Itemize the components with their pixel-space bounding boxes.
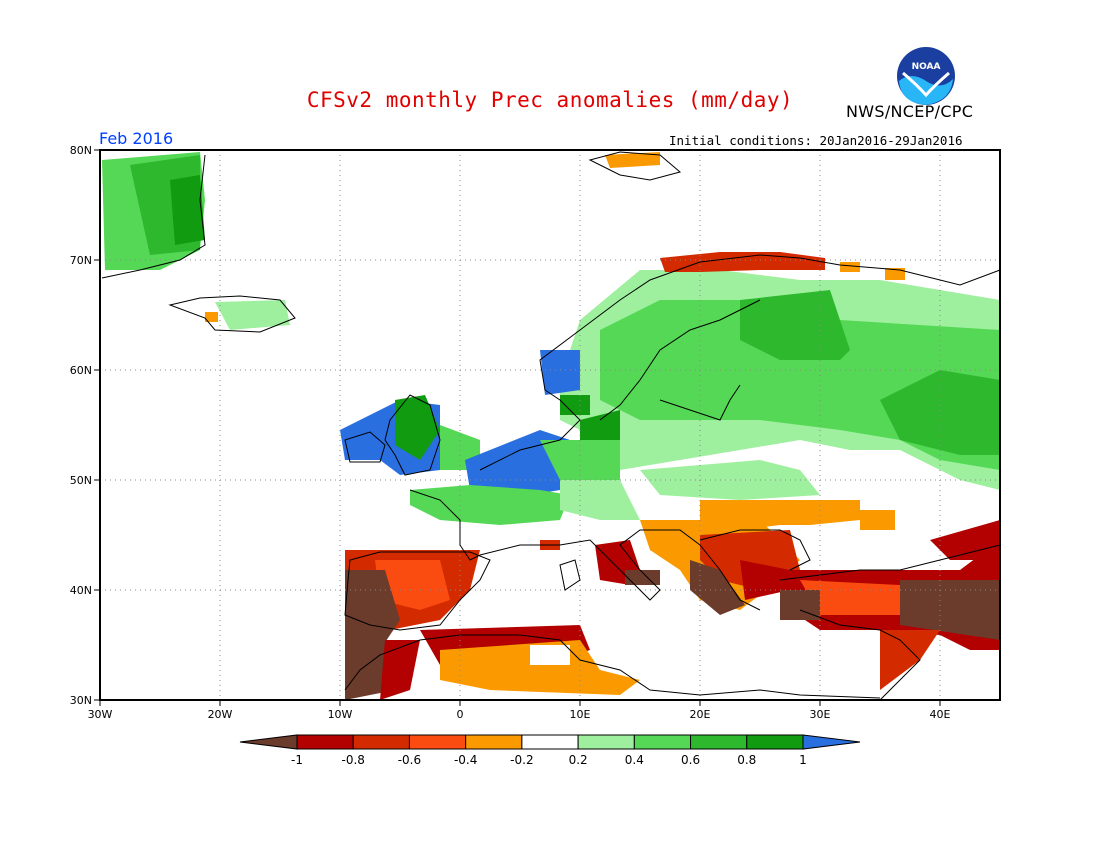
colorbar-label: -0.8 xyxy=(342,753,365,767)
colorbar-label: 0.8 xyxy=(737,753,756,767)
lon-label: 30W xyxy=(88,708,113,721)
colorbar-label: -1 xyxy=(291,753,303,767)
colorbar-label: -0.6 xyxy=(398,753,421,767)
lon-label: 30E xyxy=(810,708,831,721)
graticule xyxy=(100,150,1000,700)
lat-label: 40N xyxy=(70,584,92,597)
colorbar-segment xyxy=(746,734,804,750)
lon-label: 20E xyxy=(690,708,711,721)
lon-label: 10E xyxy=(570,708,591,721)
lat-label: 50N xyxy=(70,474,92,487)
lon-label: 10W xyxy=(328,708,353,721)
anomaly-fields xyxy=(102,152,1000,700)
colorbar-segment xyxy=(408,734,467,750)
map-title: CFSv2 monthly Prec anomalies (mm/day) xyxy=(306,88,794,112)
colorbar-segment xyxy=(352,734,410,750)
colorbar-label: 0.6 xyxy=(681,753,700,767)
colorbar-segment xyxy=(521,734,579,750)
coastlines xyxy=(101,151,1001,701)
colorbar-segment xyxy=(296,734,354,750)
lon-label: 0 xyxy=(457,708,464,721)
colorbar-left-arrow xyxy=(239,734,298,750)
colorbar-segment xyxy=(690,734,748,750)
map-frame xyxy=(99,149,1001,701)
axis-ticks xyxy=(94,149,941,706)
organization-label: NWS/NCEP/CPC xyxy=(846,102,974,121)
colorbar-label: 1 xyxy=(799,753,807,767)
lon-label: 20W xyxy=(208,708,233,721)
latitude-labels: 80N 70N 60N 50N 40N 30N xyxy=(70,144,92,707)
colorbar-label: 0.2 xyxy=(569,753,588,767)
noaa-logo: NOAA xyxy=(895,45,957,111)
colorbar-segment xyxy=(465,734,523,750)
lat-label: 80N xyxy=(70,144,92,157)
colorbar: -1 -0.8 -0.6 -0.4 -0.2 0.2 0.4 0.6 0.8 1 xyxy=(239,734,861,767)
lat-label: 70N xyxy=(70,254,92,267)
initial-conditions: Initial conditions: 20Jan2016-29Jan2016 xyxy=(669,133,963,148)
lat-label: 30N xyxy=(70,694,92,707)
lat-label: 60N xyxy=(70,364,92,377)
month-label: Feb 2016 xyxy=(99,129,174,148)
colorbar-label: -0.4 xyxy=(454,753,477,767)
colorbar-label: 0.4 xyxy=(625,753,644,767)
colorbar-right-arrow xyxy=(802,734,861,750)
longitude-labels: 30W 20W 10W 0 10E 20E 30E 40E xyxy=(88,708,951,721)
logo-text: NOAA xyxy=(912,62,941,72)
colorbar-segment xyxy=(633,734,692,750)
colorbar-segment xyxy=(577,734,635,750)
lon-label: 40E xyxy=(930,708,951,721)
colorbar-label: -0.2 xyxy=(510,753,533,767)
